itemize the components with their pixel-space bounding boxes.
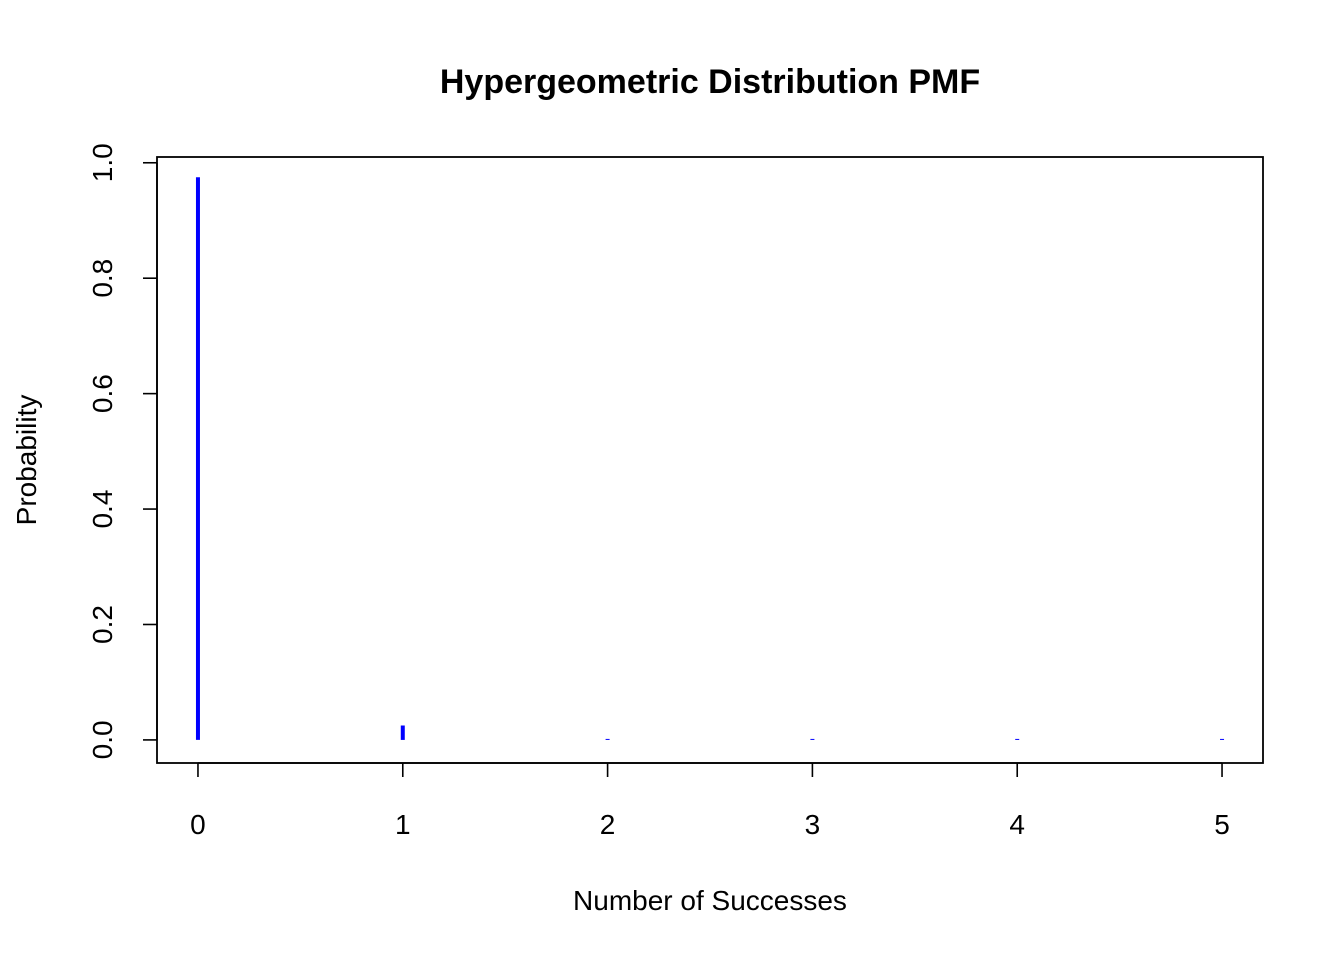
y-tick-label-1.0: 1.0 — [87, 143, 118, 182]
x-tick-label-4: 4 — [1009, 809, 1025, 840]
x-tick-label-5: 5 — [1214, 809, 1230, 840]
x-axis-label: Number of Successes — [573, 885, 847, 916]
y-tick-label-0.0: 0.0 — [87, 720, 118, 759]
y-tick-label-0.6: 0.6 — [87, 374, 118, 413]
chart-title: Hypergeometric Distribution PMF — [440, 63, 980, 101]
x-tick-label-2: 2 — [600, 809, 616, 840]
x-tick-label-1: 1 — [395, 809, 411, 840]
x-tick-label-3: 3 — [805, 809, 821, 840]
y-tick-label-0.2: 0.2 — [87, 605, 118, 644]
y-tick-label-0.4: 0.4 — [87, 490, 118, 529]
bars-group — [195, 177, 1225, 740]
y-axis-label: Probability — [11, 395, 42, 526]
plot-area-border — [156, 156, 1264, 764]
x-axis: 0 1 2 3 4 5 — [190, 762, 1230, 840]
y-tick-label-0.8: 0.8 — [87, 259, 118, 298]
x-tick-label-0: 0 — [190, 809, 206, 840]
y-axis: 0.0 0.2 0.4 0.6 0.8 1.0 — [87, 143, 158, 759]
